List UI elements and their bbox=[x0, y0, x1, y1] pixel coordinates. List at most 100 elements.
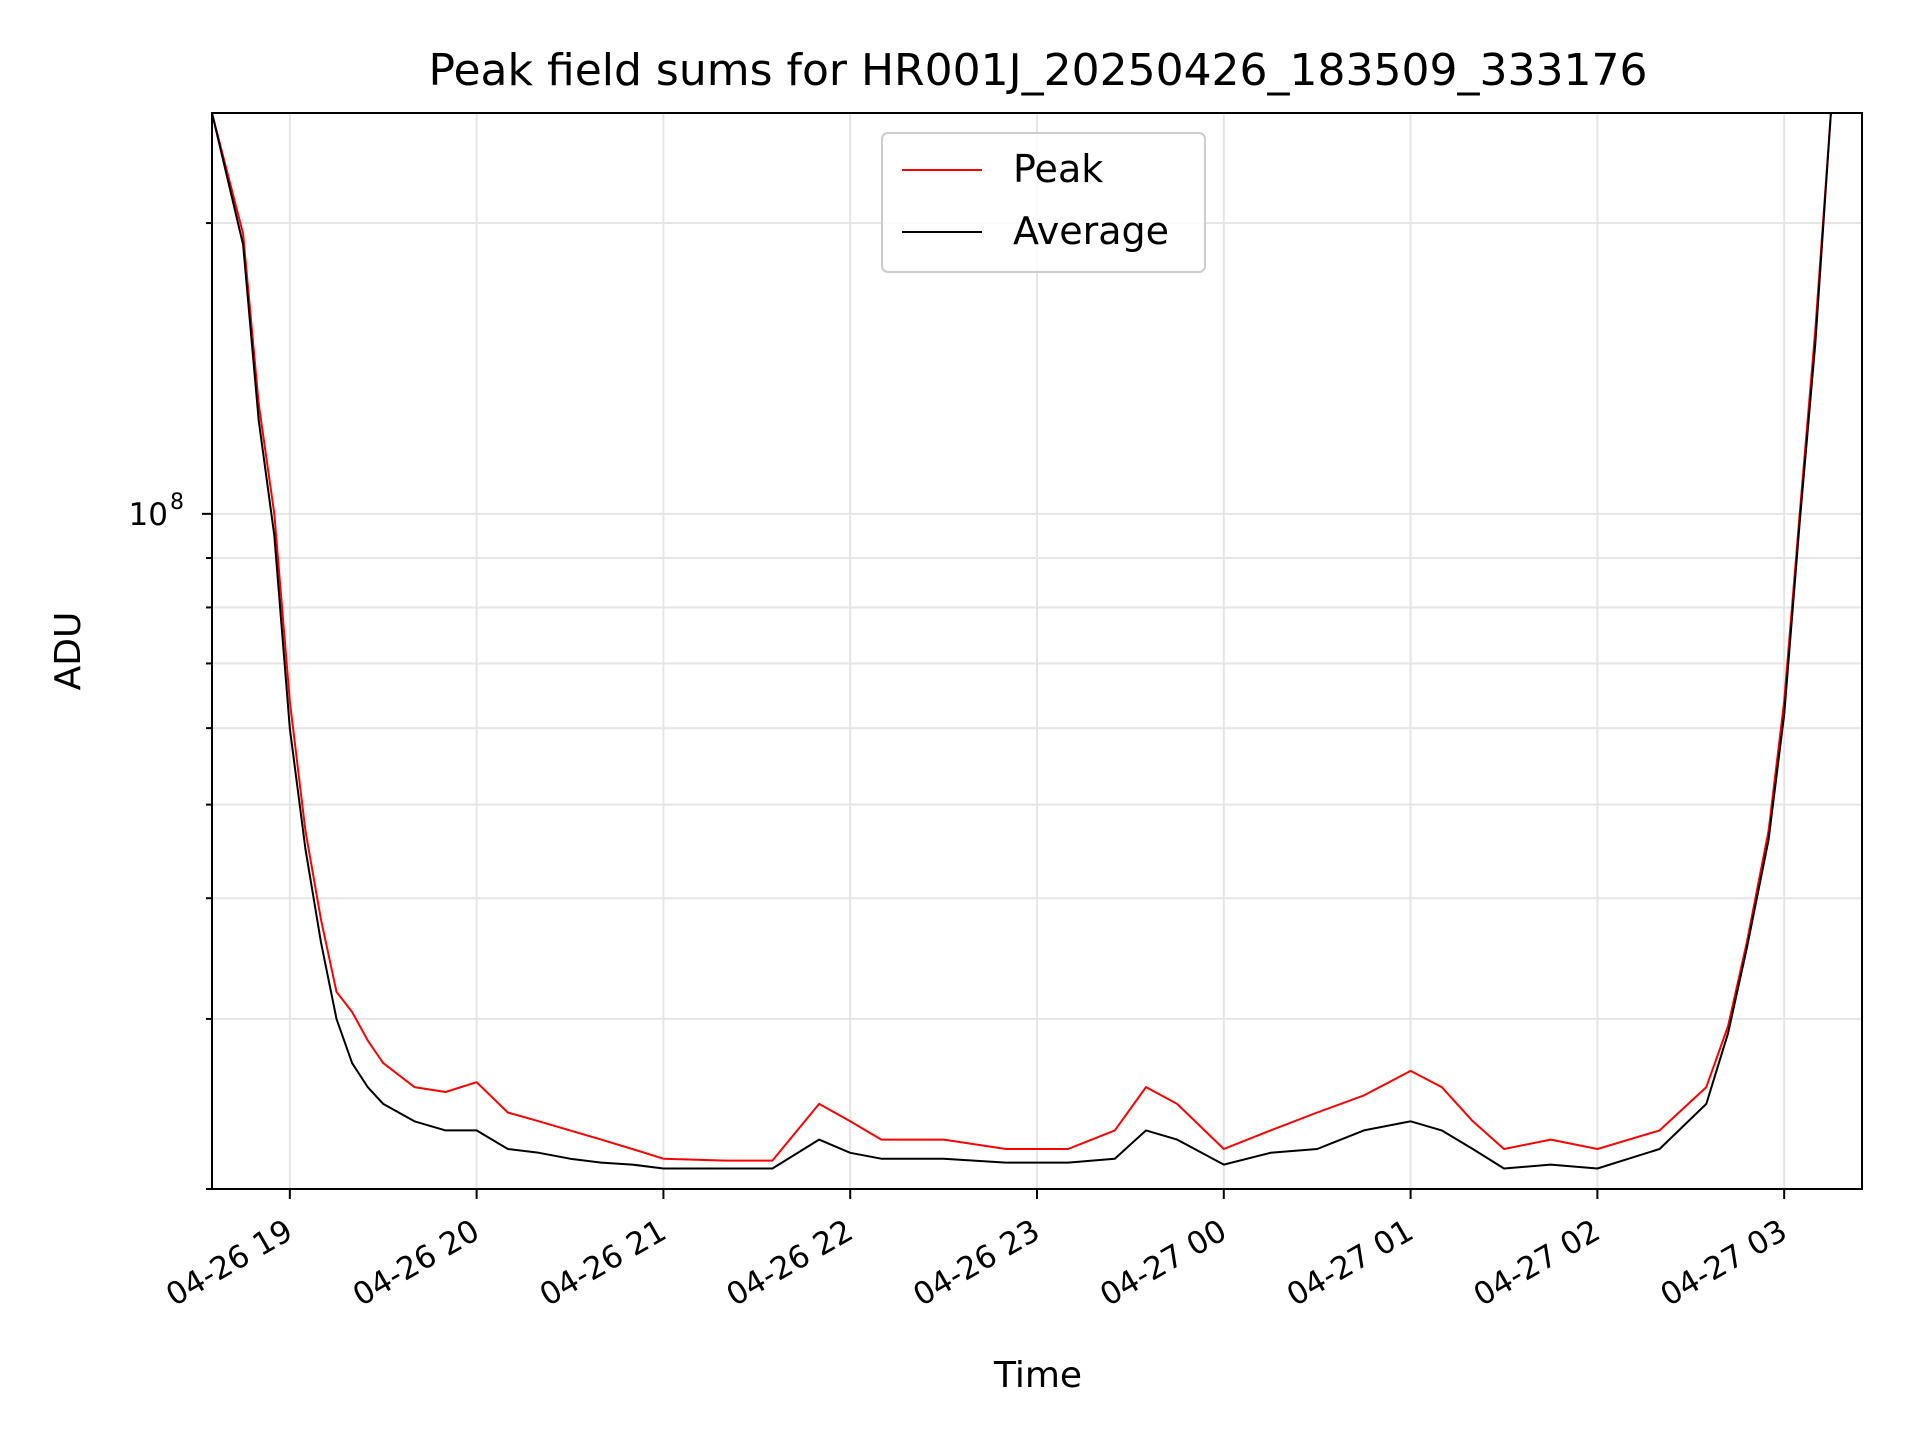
data-point-peak bbox=[1549, 1138, 1552, 1141]
data-point-peak bbox=[1705, 1086, 1708, 1088]
data-point-average bbox=[475, 1129, 478, 1132]
legend-peak-label: Peak bbox=[1013, 147, 1103, 191]
data-point-average bbox=[1176, 1138, 1178, 1141]
data-point-peak bbox=[304, 829, 307, 832]
data-point-peak bbox=[1440, 1086, 1443, 1088]
data-point-average bbox=[335, 1018, 338, 1020]
data-point-average bbox=[382, 1103, 385, 1105]
data-point-peak bbox=[444, 1091, 447, 1093]
data-point-average bbox=[320, 941, 322, 944]
data-point-average bbox=[444, 1129, 447, 1132]
x-axis-label: Time bbox=[993, 1355, 1082, 1396]
legend-average-label: Average bbox=[1013, 209, 1169, 253]
x-tick-label: 04-27 00 bbox=[1094, 1213, 1233, 1314]
data-point-peak bbox=[1005, 1148, 1007, 1150]
plot-area bbox=[212, 113, 1832, 1170]
data-point-peak bbox=[1176, 1103, 1178, 1105]
y-tick-label-exponent: 8 bbox=[170, 490, 184, 515]
data-point-peak bbox=[849, 1120, 852, 1123]
data-point-average bbox=[1363, 1129, 1365, 1132]
data-point-peak bbox=[818, 1103, 820, 1105]
data-point-peak bbox=[631, 1148, 634, 1150]
data-point-peak bbox=[351, 1011, 353, 1013]
x-tick-label: 04-27 01 bbox=[1281, 1213, 1420, 1314]
data-point-peak bbox=[662, 1157, 665, 1160]
data-point-average bbox=[1269, 1152, 1272, 1154]
data-point-average bbox=[1067, 1161, 1069, 1164]
data-point-average bbox=[818, 1138, 820, 1141]
data-point-average bbox=[1222, 1163, 1225, 1166]
data-point-peak bbox=[600, 1138, 602, 1141]
data-point-average bbox=[506, 1148, 509, 1150]
data-point-average bbox=[849, 1152, 852, 1154]
data-point-average bbox=[413, 1120, 416, 1123]
data-point-average bbox=[351, 1062, 353, 1064]
x-tick-label: 04-26 19 bbox=[160, 1213, 299, 1314]
data-point-average bbox=[257, 419, 260, 422]
data-point-average bbox=[1409, 1120, 1412, 1123]
data-point-peak bbox=[1409, 1070, 1412, 1072]
data-point-average bbox=[1746, 947, 1748, 950]
data-point-peak bbox=[506, 1111, 509, 1114]
data-point-average bbox=[1114, 1157, 1116, 1160]
data-point-peak bbox=[1727, 1025, 1729, 1027]
data-point-average bbox=[1727, 1032, 1729, 1034]
data-point-peak bbox=[942, 1138, 945, 1141]
data-point-average bbox=[289, 727, 291, 729]
series-line-peak bbox=[212, 113, 1832, 1162]
chart-title: Peak field sums for HR001J_20250426_1835… bbox=[429, 45, 1648, 96]
x-tick-label: 04-27 02 bbox=[1468, 1213, 1607, 1314]
legend: Peak Average bbox=[881, 132, 1206, 273]
data-point-peak bbox=[366, 1039, 369, 1042]
data-point-average bbox=[1783, 713, 1785, 716]
data-point-average bbox=[1596, 1167, 1599, 1170]
data-point-average bbox=[631, 1163, 634, 1166]
data-point-average bbox=[1440, 1129, 1443, 1132]
data-point-average bbox=[662, 1167, 665, 1170]
data-point-average bbox=[1658, 1148, 1661, 1150]
data-point-peak bbox=[1222, 1148, 1225, 1150]
x-axis: 04-26 19 04-26 20 04-26 21 04-26 22 04-26 23… bbox=[160, 1189, 1793, 1314]
data-point-average bbox=[600, 1161, 602, 1164]
data-point-peak bbox=[320, 918, 322, 921]
data-point-peak bbox=[413, 1086, 416, 1088]
data-point-average bbox=[880, 1157, 883, 1160]
x-tick-label: 04-26 23 bbox=[907, 1213, 1046, 1314]
data-point-peak bbox=[1363, 1094, 1365, 1097]
data-point-average bbox=[942, 1157, 945, 1160]
data-point-average bbox=[242, 243, 244, 246]
data-point-average bbox=[1316, 1148, 1318, 1150]
data-point-peak bbox=[880, 1138, 883, 1141]
data-point-average bbox=[538, 1152, 540, 1154]
data-point-peak bbox=[335, 991, 338, 993]
y-tick-label: 10 bbox=[129, 497, 168, 533]
data-point-peak bbox=[1503, 1148, 1505, 1150]
data-point-peak bbox=[1472, 1120, 1474, 1123]
data-point-average bbox=[771, 1167, 774, 1170]
data-point-peak bbox=[475, 1081, 478, 1083]
data-point-average bbox=[304, 848, 307, 850]
data-point-peak bbox=[257, 402, 260, 405]
data-point-average bbox=[1005, 1161, 1007, 1164]
data-point-average bbox=[1767, 838, 1770, 841]
data-point-peak bbox=[382, 1062, 385, 1064]
y-axis-label: ADU bbox=[48, 612, 89, 691]
data-point-peak bbox=[242, 232, 244, 235]
x-tick-label: 04-26 22 bbox=[720, 1213, 859, 1314]
data-point-average bbox=[724, 1167, 727, 1170]
x-tick-label: 04-26 21 bbox=[534, 1213, 673, 1314]
data-point-peak bbox=[289, 700, 291, 702]
data-point-average bbox=[1145, 1129, 1147, 1132]
data-point-average bbox=[1798, 521, 1801, 524]
x-tick-label: 04-26 20 bbox=[347, 1213, 486, 1314]
series-line-average bbox=[212, 113, 1832, 1170]
data-point-average bbox=[1705, 1103, 1708, 1105]
data-point-average bbox=[1549, 1163, 1552, 1166]
data-point-peak bbox=[1067, 1148, 1069, 1150]
data-point-peak bbox=[1658, 1129, 1661, 1132]
x-tick-label: 04-27 03 bbox=[1654, 1213, 1793, 1314]
y-axis: 10 8 bbox=[129, 222, 212, 1190]
data-point-peak bbox=[1114, 1129, 1116, 1132]
data-point-peak bbox=[1596, 1148, 1599, 1150]
